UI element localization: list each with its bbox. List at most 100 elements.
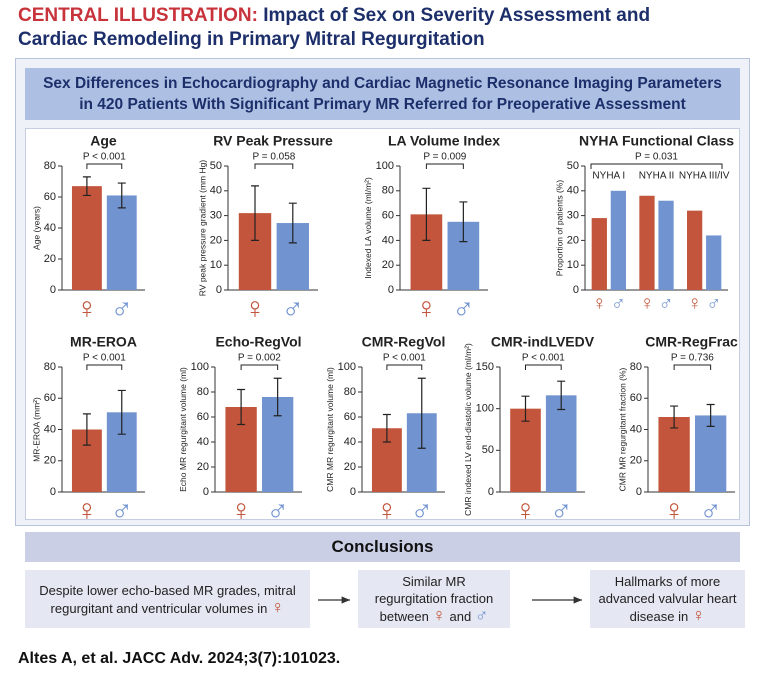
sex-symbol: ♀: [76, 292, 99, 325]
y-tick-label: 20: [382, 259, 394, 271]
header-label: CENTRAL ILLUSTRATION:: [18, 5, 258, 26]
error-bar: [459, 201, 468, 243]
p-bracket: [425, 163, 464, 169]
y-tick-label: 0: [573, 284, 579, 296]
y-tick-label: 20: [344, 461, 356, 473]
p-bracket: [673, 364, 712, 370]
y-tick-label: 60: [382, 210, 394, 222]
y-tick-label: 80: [344, 386, 356, 398]
chart-title: CMR-RegVol: [362, 334, 446, 350]
bar: [706, 235, 722, 290]
conclusion-box: Despite lower echo-based MR grades, mitr…: [25, 570, 310, 628]
conclusions-title: Conclusions: [25, 532, 740, 562]
y-tick-label: 10: [567, 259, 579, 271]
legend-symbol: ♀: [687, 292, 702, 314]
y-tick-label: 40: [197, 436, 209, 448]
conclusion-text: Despite lower echo-based MR grades, mitr…: [33, 582, 302, 617]
header-title: Cardiac Remodeling in Primary Mitral Reg…: [18, 29, 485, 50]
y-tick-label: 0: [636, 486, 642, 498]
sex-symbol: ♂: [282, 292, 305, 325]
y-tick-label: 20: [630, 455, 642, 467]
chart-title: NYHA Functional Class: [579, 133, 734, 149]
chart-title: Age: [90, 133, 117, 149]
sex-symbol: ♀: [230, 494, 253, 527]
p-bracket: [525, 364, 562, 370]
header-title: Impact of Sex on Severity Assessment and: [263, 5, 651, 26]
y-tick-label: 50: [567, 160, 579, 172]
p-value: P < 0.001: [83, 353, 126, 364]
legend-symbol: ♂: [611, 292, 626, 314]
y-axis-label: Age (years): [31, 206, 41, 250]
sex-symbol: ♀: [691, 605, 706, 625]
sex-symbol: ♂: [111, 292, 134, 325]
p-bracket: [386, 364, 423, 370]
y-tick-label: 80: [197, 386, 209, 398]
y-tick-label: 100: [191, 361, 209, 373]
p-bracket: [86, 163, 123, 169]
y-tick-label: 20: [44, 253, 56, 265]
sex-symbol: ♀: [76, 494, 99, 527]
y-tick-label: 40: [44, 222, 56, 234]
banner-line: in 420 Patients With Significant Primary…: [79, 96, 686, 113]
p-value: P < 0.001: [522, 353, 565, 364]
y-tick-label: 0: [50, 486, 56, 498]
y-axis-label: Proportion of patients (%): [554, 180, 564, 277]
sex-symbol: ♀: [514, 494, 537, 527]
y-axis-label: Echo MR regurgitant volume (ml): [178, 367, 188, 492]
y-tick-label: 100: [338, 361, 356, 373]
chart-title: CMR-RegFrac: [645, 334, 738, 350]
y-tick-label: 50: [482, 444, 494, 456]
bar: [106, 195, 137, 290]
y-tick-label: 60: [630, 392, 642, 404]
error-bar: [670, 405, 679, 429]
y-axis-label: CMR MR regurgitant volume (ml): [325, 367, 335, 492]
y-tick-label: 40: [44, 423, 56, 435]
chart-title: RV Peak Pressure: [213, 133, 333, 149]
legend-symbol: ♀: [592, 292, 607, 314]
p-value: P = 0.009: [423, 152, 466, 163]
citation: Altes A, et al. JACC Adv. 2024;3(7):1010…: [18, 650, 341, 667]
sex-symbol: ♂: [474, 605, 489, 625]
y-tick-label: 0: [488, 486, 494, 498]
banner-line: Sex Differences in Echocardiography and …: [43, 75, 722, 92]
group-label: NYHA III/IV: [679, 171, 730, 182]
y-tick-label: 20: [567, 234, 579, 246]
conclusion-text: Hallmarks of more advanced valvular hear…: [598, 573, 737, 625]
y-tick-label: 30: [210, 210, 222, 222]
error-bar: [251, 185, 259, 241]
p-value: P < 0.001: [83, 152, 126, 163]
y-tick-label: 80: [382, 185, 394, 197]
sex-symbol: ♀: [244, 292, 267, 325]
sex-symbol: ♀: [663, 494, 686, 527]
bar: [610, 190, 626, 290]
bar: [545, 395, 577, 492]
bar: [639, 195, 655, 290]
bar: [591, 218, 607, 290]
legend-symbol: ♂: [659, 292, 674, 314]
y-axis-label: RV peak pressure gradient (mm Hg): [197, 160, 207, 297]
y-tick-label: 0: [216, 284, 222, 296]
sex-symbol: ♂: [452, 292, 475, 325]
p-value: P < 0.001: [383, 353, 426, 364]
conclusion-text-part: Despite lower echo-based MR grades, mitr…: [39, 582, 296, 616]
chart-title: MR-EROA: [70, 334, 137, 350]
y-tick-label: 40: [344, 436, 356, 448]
chart-title: CMR-indLVEDV: [491, 334, 595, 350]
p-bracket: [240, 364, 279, 370]
y-tick-label: 80: [44, 361, 56, 373]
conclusion-text-part: Similar MR regurgitation fraction betwee…: [374, 574, 494, 624]
error-bar: [273, 377, 282, 417]
error-bar: [521, 395, 530, 422]
p-value: P = 0.031: [635, 152, 678, 163]
conclusion-text: Similar MR regurgitation fraction betwee…: [366, 573, 502, 625]
conclusion-text-part: Hallmarks of more advanced valvular hear…: [598, 574, 737, 624]
error-bar: [117, 389, 126, 435]
y-tick-label: 0: [50, 284, 56, 296]
bar: [687, 210, 703, 290]
p-bracket: [86, 364, 123, 370]
y-tick-label: 60: [44, 191, 56, 203]
conclusion-text-part: and: [445, 609, 475, 624]
p-value: P = 0.002: [238, 353, 281, 364]
y-axis-label: MR-EROA (mm²): [31, 397, 41, 462]
